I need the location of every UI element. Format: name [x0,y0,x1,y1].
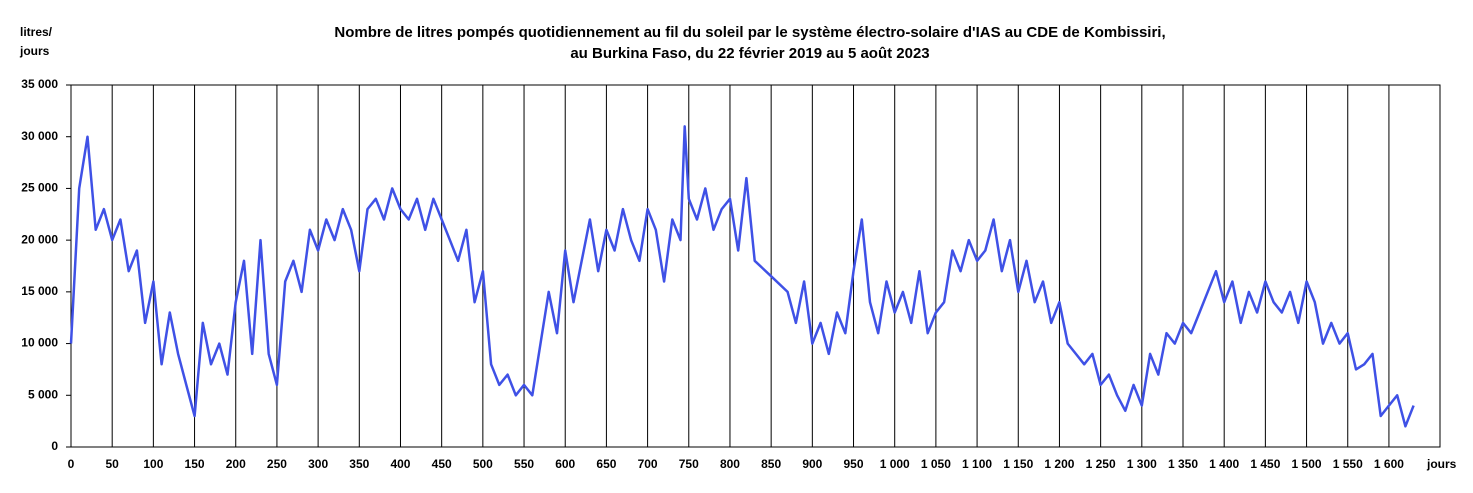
x-tick-label: 1 550 [1333,457,1363,471]
y-tick-label: 15 000 [21,284,58,298]
x-tick-label: 1 400 [1209,457,1239,471]
y-axis-label: jours [19,44,50,58]
x-tick-label: 1 300 [1127,457,1157,471]
x-tick-label: 1 200 [1044,457,1074,471]
x-tick-label: 650 [596,457,616,471]
chart-title: Nombre de litres pompés quotidiennement … [334,24,1165,41]
chart-subtitle: au Burkina Faso, du 22 février 2019 au 5… [570,45,929,62]
x-tick-label: 0 [68,457,75,471]
y-axis-label: litres/ [20,25,53,39]
y-tick-label: 35 000 [21,77,58,91]
data-line [69,125,1415,428]
x-tick-label: 750 [679,457,699,471]
x-tick-label: 1 150 [1003,457,1033,471]
x-tick-label: 1 350 [1168,457,1198,471]
y-tick-label: 25 000 [21,181,58,195]
x-tick-label: 850 [761,457,781,471]
x-tick-label: 400 [390,457,410,471]
x-tick-label: 600 [555,457,575,471]
x-tick-label: 150 [185,457,205,471]
x-tick-label: 450 [432,457,452,471]
y-tick-label: 5 000 [28,387,58,401]
x-tick-label: 1 250 [1086,457,1116,471]
x-axis-label: jours [1426,457,1457,471]
x-tick-label: 300 [308,457,328,471]
x-tick-label: 50 [106,457,120,471]
x-tick-label: 900 [802,457,822,471]
x-tick-label: 500 [473,457,493,471]
x-tick-label: 950 [844,457,864,471]
x-tick-label: 350 [349,457,369,471]
y-tick-label: 0 [51,439,58,453]
x-tick-label: 1 450 [1250,457,1280,471]
x-tick-label: 200 [226,457,246,471]
x-tick-label: 1 100 [962,457,992,471]
x-tick-label: 250 [267,457,287,471]
y-tick-label: 10 000 [21,336,58,350]
x-tick-label: 1 000 [880,457,910,471]
y-tick-label: 30 000 [21,129,58,143]
x-tick-label: 1 600 [1374,457,1404,471]
y-tick-label: 20 000 [21,232,58,246]
x-tick-label: 1 050 [921,457,951,471]
x-tick-label: 100 [143,457,163,471]
x-tick-label: 1 500 [1292,457,1322,471]
x-tick-label: 700 [638,457,658,471]
x-tick-label: 800 [720,457,740,471]
x-tick-label: 550 [514,457,534,471]
plot-frame [70,84,1441,448]
